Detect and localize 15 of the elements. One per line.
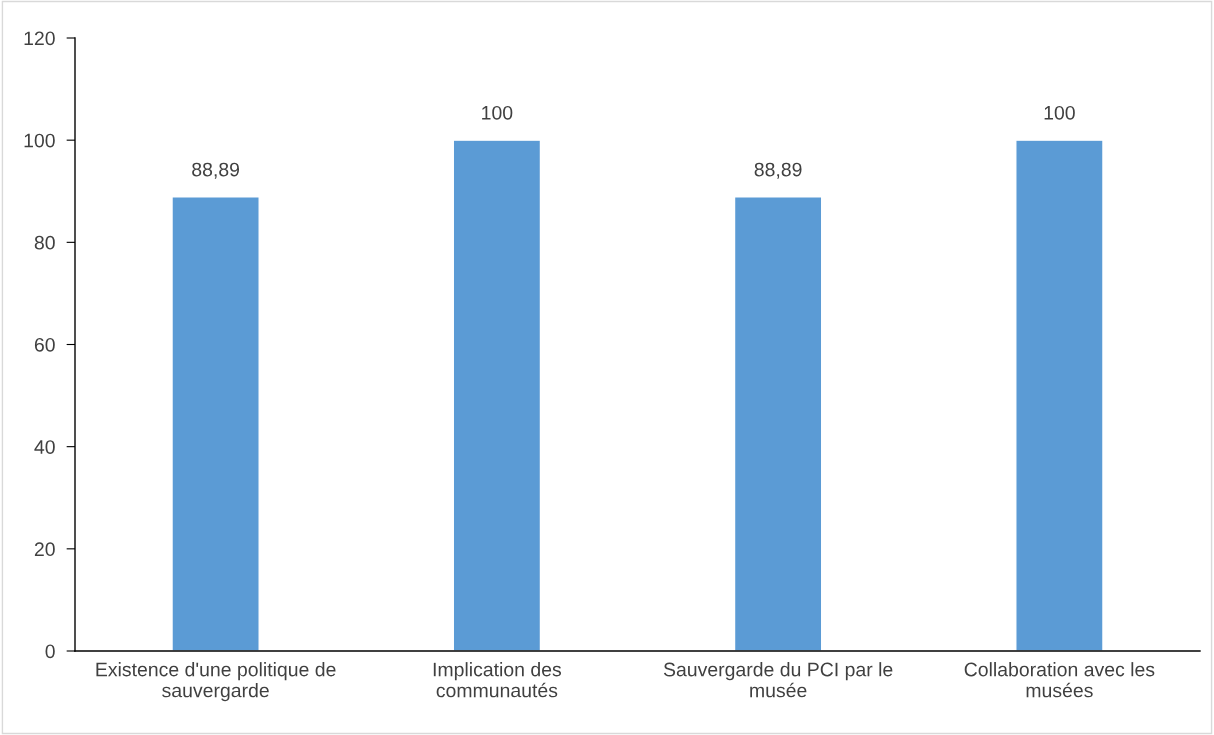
- data-label: 88,89: [754, 162, 802, 179]
- x-tick-label: Existence d'une politique de sauvergarde: [96, 662, 336, 702]
- y-tick-label: 0: [45, 644, 55, 659]
- data-label: 88,89: [192, 162, 240, 179]
- y-tick-label: 120: [24, 31, 55, 46]
- y-tick-label: 100: [24, 133, 55, 148]
- data-label: 100: [482, 105, 513, 120]
- data-label: 100: [1044, 105, 1075, 120]
- y-tick-label: 20: [34, 542, 55, 557]
- y-tick-label: 80: [34, 235, 55, 250]
- x-tick-label: Collaboration avec les musées: [964, 662, 1155, 698]
- x-tick-label: Sauvergarde du PCI par le musée: [663, 662, 893, 698]
- y-tick-label: 40: [34, 440, 55, 454]
- x-tick-label: Implication des communautés: [433, 662, 562, 698]
- y-tick-label: 60: [34, 337, 55, 352]
